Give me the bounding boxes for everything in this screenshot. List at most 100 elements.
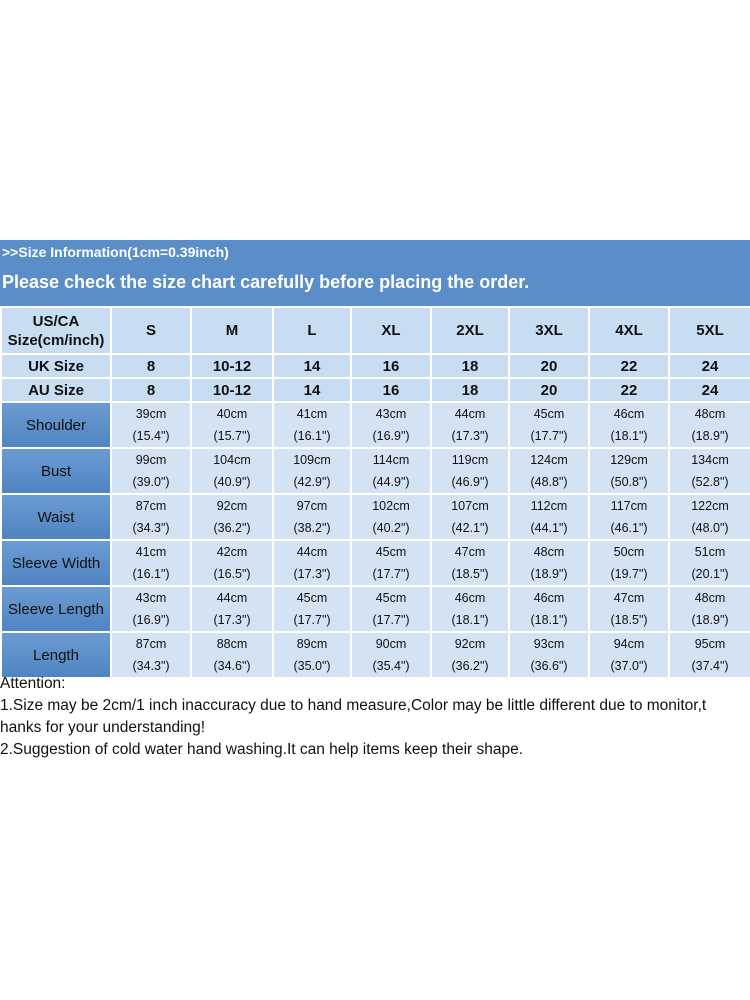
inch-value: (15.4") [132, 429, 170, 443]
measure-cell: 92cm (36.2") [190, 493, 274, 541]
cm-value: 42cm [216, 545, 248, 559]
inch-value: (19.7") [610, 567, 648, 581]
measure-cell: 45cm (17.7") [272, 585, 352, 633]
au-size-row: AU Size 8 10-12 14 16 18 20 22 24 [0, 377, 750, 403]
cm-value: 45cm [375, 545, 407, 559]
cm-value: 114cm [372, 453, 410, 467]
cm-value: 46cm [454, 591, 486, 605]
uk-size-cell: 10-12 [190, 353, 274, 379]
cm-value: 117cm [610, 499, 648, 513]
inch-value: (17.7") [372, 567, 410, 581]
au-size-cell: 18 [430, 377, 510, 403]
inch-value: (18.1") [451, 613, 489, 627]
cm-value: 48cm [694, 407, 726, 421]
measure-cell: 93cm (36.6") [508, 631, 590, 679]
inch-value: (42.1") [451, 521, 489, 535]
uk-size-cell: 14 [272, 353, 352, 379]
cm-value: 39cm [135, 407, 167, 421]
cm-value: 87cm [135, 637, 167, 651]
inch-value: (46.1") [610, 521, 648, 535]
inch-value: (34.3") [132, 659, 170, 673]
cm-value: 129cm [610, 453, 648, 467]
measure-row-length: Length 87cm (34.3") 88cm (34.6") 89cm (35.0") 9… [0, 631, 750, 679]
inch-value: (35.4") [372, 659, 410, 673]
measure-cell: 107cm (42.1") [430, 493, 510, 541]
inch-value: (16.1") [293, 429, 331, 443]
cm-value: 89cm [296, 637, 328, 651]
au-size-cell: 14 [272, 377, 352, 403]
cm-value: 92cm [216, 499, 248, 513]
cm-value: 48cm [694, 591, 726, 605]
inch-value: (35.0") [293, 659, 331, 673]
measure-cell: 112cm (44.1") [508, 493, 590, 541]
cm-value: 87cm [135, 499, 167, 513]
au-size-cell: 8 [110, 377, 192, 403]
cm-value: 44cm [454, 407, 486, 421]
measure-cell: 51cm (20.1") [668, 539, 750, 587]
inch-value: (16.9") [132, 613, 170, 627]
measure-cell: 87cm (34.3") [110, 631, 192, 679]
measure-cell: 47cm (18.5") [588, 585, 670, 633]
size-header-m: M [190, 306, 274, 355]
measure-cell: 117cm (46.1") [588, 493, 670, 541]
cm-value: 104cm [213, 453, 251, 467]
measure-cell: 41cm (16.1") [110, 539, 192, 587]
measure-cell: 114cm (44.9") [350, 447, 432, 495]
cm-value: 124cm [530, 453, 568, 467]
measure-cell: 92cm (36.2") [430, 631, 510, 679]
cm-value: 44cm [216, 591, 248, 605]
inch-value: (34.3") [132, 521, 170, 535]
measure-cell: 42cm (16.5") [190, 539, 274, 587]
measure-cell: 102cm (40.2") [350, 493, 432, 541]
au-size-cell: 24 [668, 377, 750, 403]
size-info-title: >>Size Information(1cm=0.39inch) [2, 244, 229, 260]
cm-value: 88cm [216, 637, 248, 651]
measure-cell: 45cm (17.7") [508, 401, 590, 449]
measure-cell: 50cm (19.7") [588, 539, 670, 587]
au-size-cell: 10-12 [190, 377, 274, 403]
measure-cell: 95cm (37.4") [668, 631, 750, 679]
measure-cell: 46cm (18.1") [430, 585, 510, 633]
inch-value: (36.2") [451, 659, 489, 673]
measure-cell: 109cm (42.9") [272, 447, 352, 495]
measure-cell: 46cm (18.1") [588, 401, 670, 449]
inch-value: (16.1") [132, 567, 170, 581]
cm-value: 109cm [293, 453, 331, 467]
inch-value: (18.1") [610, 429, 648, 443]
inch-value: (16.9") [372, 429, 410, 443]
cm-value: 51cm [694, 545, 726, 559]
cm-value: 47cm [454, 545, 486, 559]
measure-cell: 124cm (48.8") [508, 447, 590, 495]
measure-cell: 43cm (16.9") [350, 401, 432, 449]
inch-value: (48.0") [691, 521, 729, 535]
cm-value: 41cm [135, 545, 167, 559]
cm-value: 122cm [691, 499, 729, 513]
cm-value: 97cm [296, 499, 328, 513]
inch-value: (44.1") [530, 521, 568, 535]
attention-note-1b: hanks for your understanding! [0, 719, 206, 736]
cm-value: 41cm [296, 407, 328, 421]
cm-value: 119cm [451, 453, 489, 467]
inch-value: (16.5") [213, 567, 251, 581]
measure-cell: 89cm (35.0") [272, 631, 352, 679]
inch-value: (36.6") [530, 659, 568, 673]
au-size-label: AU Size [0, 377, 112, 403]
inch-value: (18.1") [530, 613, 568, 627]
inch-value: (44.9") [372, 475, 410, 489]
cm-value: 44cm [296, 545, 328, 559]
inch-value: (18.9") [691, 613, 729, 627]
measure-label-text: Shoulder [25, 416, 87, 434]
uk-size-cell: 24 [668, 353, 750, 379]
measure-cell: 48cm (18.9") [508, 539, 590, 587]
inch-value: (46.9") [451, 475, 489, 489]
measure-row-shoulder: Shoulder 39cm (15.4") 40cm (15.7") 41cm (16.1"… [0, 401, 750, 449]
size-header-3xl: 3XL [508, 306, 590, 355]
inch-value: (17.7") [530, 429, 568, 443]
cm-value: 48cm [533, 545, 565, 559]
measure-label-text: Sleeve Width [11, 554, 101, 572]
inch-value: (40.2") [372, 521, 410, 535]
cm-value: 45cm [533, 407, 565, 421]
measure-cell: 45cm (17.7") [350, 585, 432, 633]
cm-value: 50cm [613, 545, 645, 559]
size-header-s: S [110, 306, 192, 355]
